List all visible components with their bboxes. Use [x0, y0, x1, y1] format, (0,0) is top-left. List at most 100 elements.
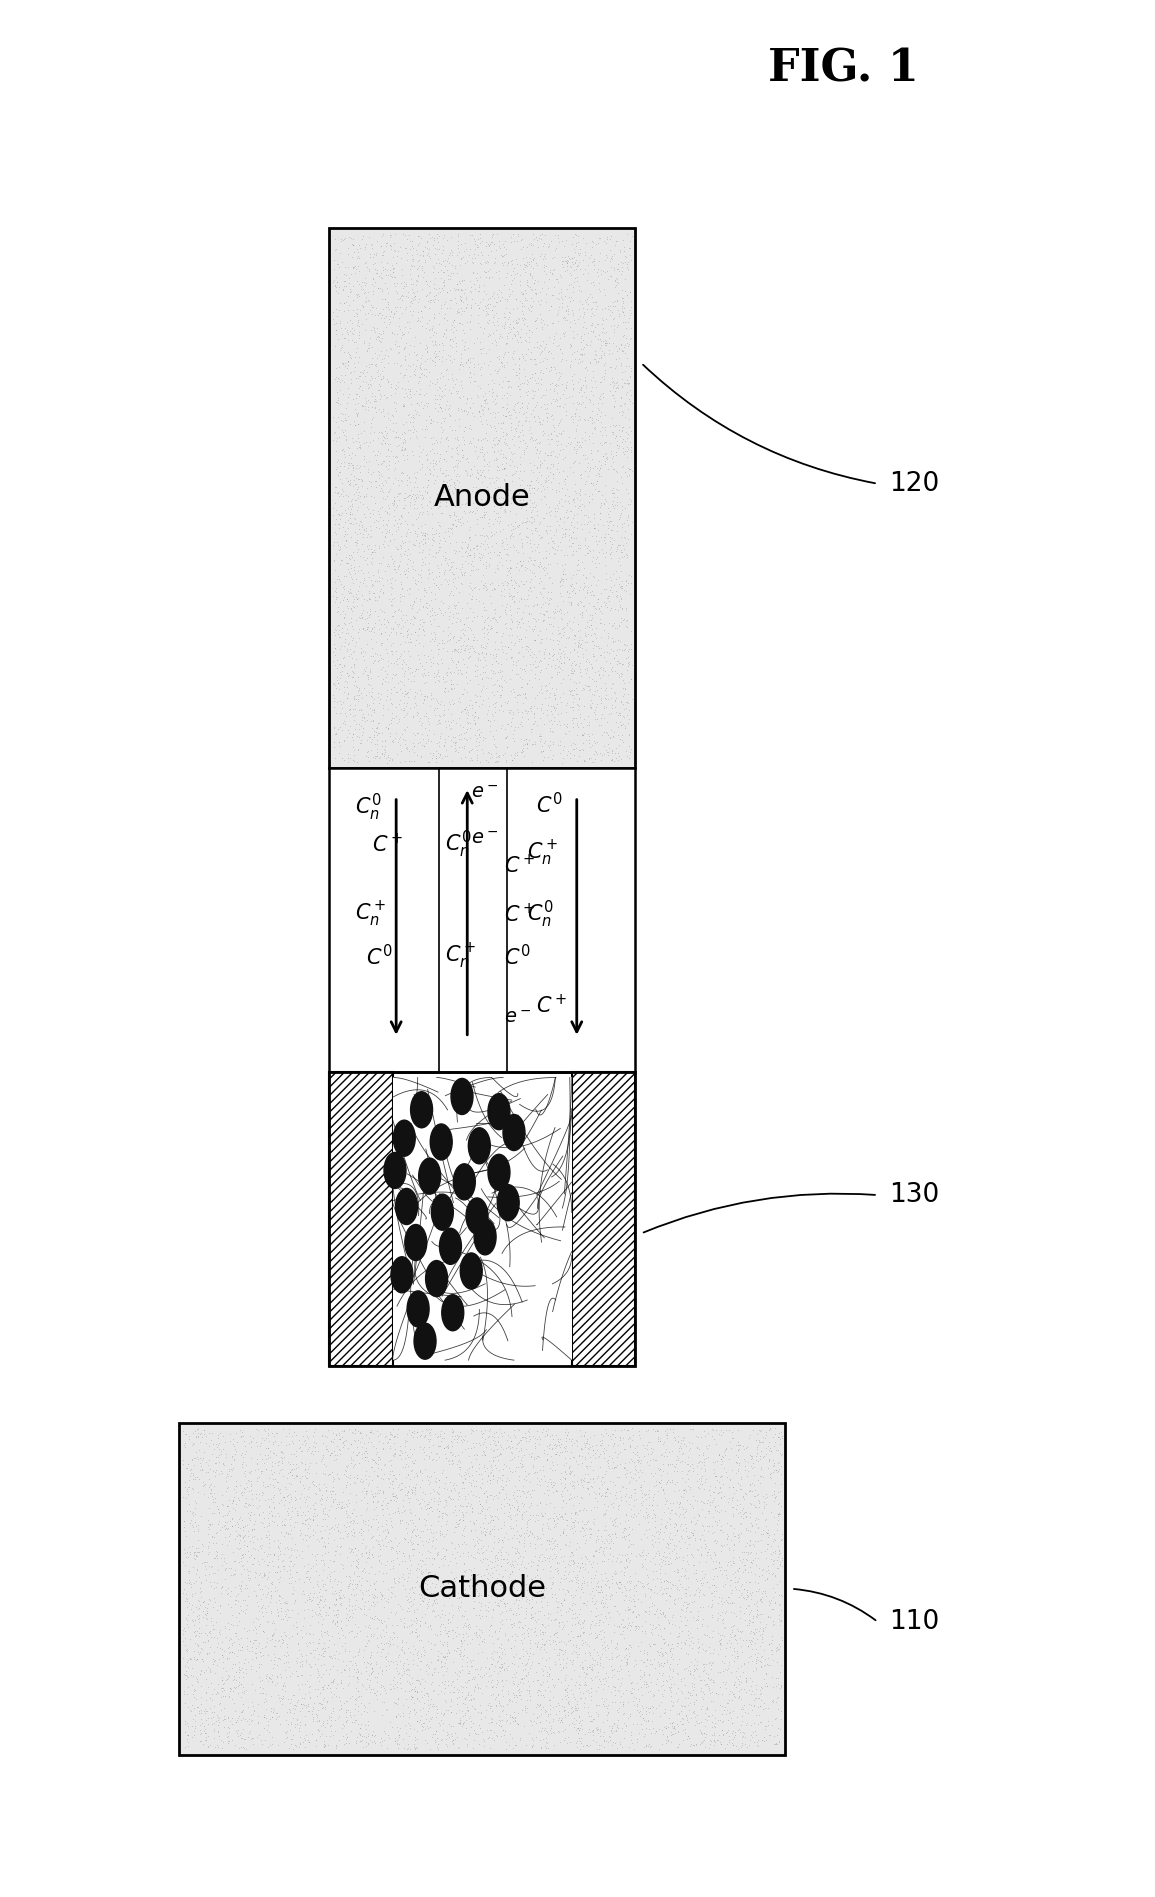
Point [358, 1487, 377, 1518]
Point [201, 1508, 219, 1538]
Point [531, 654, 550, 685]
Point [616, 668, 634, 698]
Point [417, 1563, 435, 1593]
Point [594, 1592, 612, 1622]
Point [194, 1442, 213, 1472]
Point [584, 503, 603, 533]
Point [429, 537, 447, 567]
Point [282, 1709, 300, 1740]
Point [550, 486, 568, 516]
Point [229, 1578, 247, 1609]
Point [603, 1453, 621, 1483]
Point [415, 1565, 433, 1595]
Point [392, 618, 410, 649]
Point [345, 740, 364, 770]
Point [434, 1493, 453, 1523]
Point [591, 503, 610, 533]
Point [341, 1487, 359, 1518]
Point [411, 347, 430, 378]
Point [761, 1436, 780, 1466]
Point [222, 1559, 240, 1590]
Point [430, 656, 448, 687]
Point [594, 654, 612, 685]
Point [453, 1519, 471, 1550]
Point [344, 1557, 363, 1588]
Point [685, 1696, 703, 1726]
Point [479, 309, 498, 340]
Point [596, 1482, 614, 1512]
Point [454, 330, 472, 360]
Point [576, 626, 595, 656]
Point [534, 503, 552, 533]
Point [435, 675, 454, 706]
Point [684, 1542, 702, 1573]
Point [497, 539, 515, 569]
Point [538, 1586, 557, 1616]
Point [632, 1586, 650, 1616]
Point [550, 1633, 568, 1664]
Point [759, 1586, 777, 1616]
Point [500, 275, 519, 305]
Point [539, 1434, 558, 1464]
Point [547, 1548, 566, 1578]
Point [693, 1569, 711, 1599]
Point [464, 1470, 483, 1501]
Point [516, 1694, 535, 1724]
Point [567, 1446, 586, 1476]
Point [676, 1510, 694, 1540]
Point [730, 1713, 748, 1743]
Point [178, 1633, 196, 1664]
Point [456, 634, 475, 664]
Point [711, 1630, 730, 1660]
Point [441, 330, 460, 360]
Point [371, 273, 389, 304]
Point [720, 1705, 738, 1736]
Point [284, 1681, 303, 1711]
Point [603, 736, 621, 766]
Point [621, 1480, 640, 1510]
Text: $C_n^+$: $C_n^+$ [445, 941, 477, 971]
Point [418, 1590, 437, 1620]
Point [679, 1690, 698, 1721]
Point [345, 1466, 364, 1497]
Point [492, 434, 511, 465]
Point [677, 1595, 695, 1626]
Point [453, 372, 471, 402]
Point [502, 266, 521, 296]
Point [545, 1430, 564, 1461]
Point [604, 393, 623, 423]
Point [619, 510, 638, 541]
Point [461, 594, 479, 624]
Point [508, 315, 527, 345]
Point [328, 366, 346, 396]
Point [460, 579, 478, 609]
Point [203, 1648, 222, 1679]
Point [736, 1584, 754, 1614]
Point [358, 1628, 377, 1658]
Point [557, 1673, 575, 1704]
Point [472, 433, 491, 463]
Point [335, 419, 353, 450]
Text: $C^+$: $C^+$ [536, 994, 567, 1017]
Point [499, 296, 517, 326]
Point [666, 1468, 685, 1499]
Point [298, 1463, 316, 1493]
Point [505, 438, 523, 469]
Point [485, 423, 504, 453]
Point [610, 431, 628, 461]
Point [670, 1525, 688, 1556]
Point [390, 1506, 409, 1537]
Point [492, 448, 511, 478]
Point [608, 431, 626, 461]
Point [629, 1463, 648, 1493]
Point [520, 1588, 538, 1618]
Point [368, 450, 387, 480]
Point [494, 1648, 513, 1679]
Point [557, 486, 575, 516]
Point [530, 408, 549, 438]
Point [231, 1470, 249, 1501]
Point [424, 563, 442, 594]
Point [398, 681, 417, 711]
Point [514, 231, 532, 262]
Point [395, 687, 413, 717]
